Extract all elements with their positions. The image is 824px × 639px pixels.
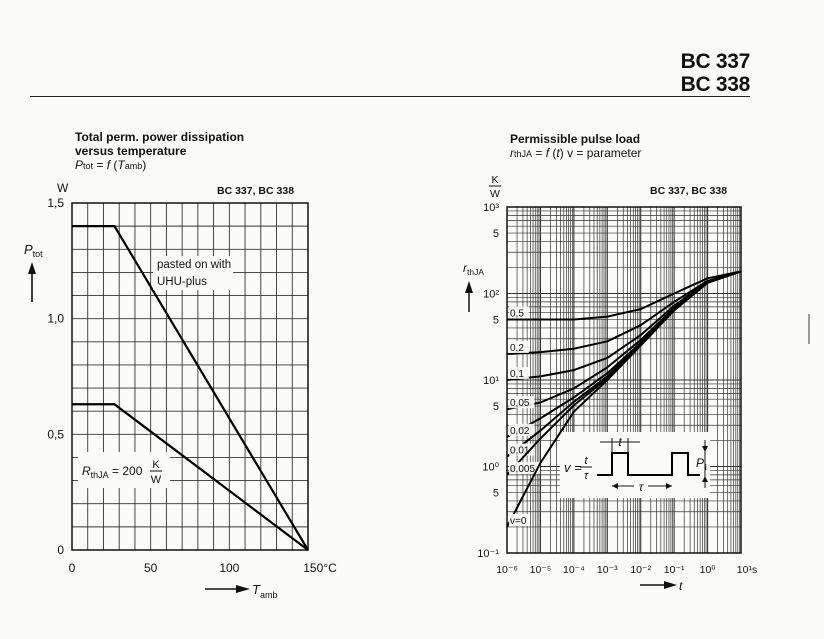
series-line-0 (72, 225, 309, 551)
left-chart-caption: Total perm. power dissipation versus tem… (75, 130, 244, 173)
document-header: BC 337 BC 338 (680, 50, 751, 96)
x-tick-label: 10⁻³ (597, 564, 618, 576)
x-tick-label: 50 (144, 561, 158, 575)
y-tick-label: 5 (493, 228, 499, 240)
series-label-bg (509, 461, 540, 474)
x-tick-label: 10¹s (737, 564, 757, 576)
inset-tau-label: τ (639, 480, 645, 494)
y-axis-label: Ptot (24, 242, 43, 259)
x-tick-label: 150°C (303, 561, 337, 575)
x-tick-label: 10⁻⁶ (496, 564, 518, 576)
y-unit-num: K (491, 174, 498, 186)
inset-p-label: P (696, 456, 704, 470)
inset-tau-bg (634, 480, 648, 492)
inset-frac-den: τ (584, 470, 589, 482)
y-tick-label: 10⁻¹ (477, 548, 499, 560)
left-chart-formula: Ptot = f (Tamb) (75, 158, 147, 172)
x-axis-label: t (679, 579, 683, 593)
plot-frame (71, 202, 309, 551)
right-chart-title: Permissible pulse load (510, 132, 641, 146)
series-line-7 (506, 270, 742, 528)
right-chart-formula: rthJA = f (t) v = parameter (510, 146, 642, 160)
y-unit-den: W (490, 188, 500, 200)
x-tick-label: 0 (69, 561, 76, 575)
annotation-uhu: UHU-plus (157, 276, 207, 288)
series-label: 0,02 (510, 426, 530, 437)
inset-formula-lhs: v = (564, 460, 582, 475)
series-label: 0,005 (510, 464, 535, 475)
y-tick-label: 0 (57, 543, 64, 557)
series-line-0 (507, 270, 742, 321)
series-line-1 (72, 403, 309, 551)
series-label-bg (509, 306, 529, 319)
annotation-pasted: pasted on with (157, 259, 231, 271)
y-tick-label: 5 (493, 315, 499, 327)
series-label-bg (509, 396, 535, 409)
x-tick-label: 10⁻² (630, 564, 651, 576)
series-label-bg (509, 423, 535, 436)
rth-annotation-bg (78, 452, 170, 488)
left-chart-subtitle: versus temperature (75, 144, 187, 158)
inset-p-arrow-bottom (702, 476, 708, 482)
series-label-bg (509, 340, 529, 353)
header-rule (30, 96, 750, 97)
annotation-bg (153, 256, 233, 290)
inset-pulse-waveform (597, 452, 700, 476)
series-label-bg (509, 513, 529, 526)
y-tick-label: 1,0 (47, 312, 64, 326)
y-axis-label: rthJA (463, 261, 484, 277)
y-tick-label: 10³ (483, 202, 499, 214)
x-axis-label: Tamb (252, 582, 277, 600)
x-tick-label: 100 (219, 561, 239, 575)
series-label-bg (509, 367, 529, 379)
left-chart-models: BC 337, BC 338 (217, 185, 295, 197)
inset-p-sub: i (705, 463, 707, 472)
right-chart-models: BC 337, BC 338 (650, 185, 728, 197)
inset-tau-arrow-left (612, 483, 618, 489)
y-tick-label: 1,5 (47, 196, 64, 210)
rth-unit-num: K (152, 459, 160, 471)
inset-tau-arrow-right (666, 483, 672, 489)
x-tick-label: 10⁰ (700, 564, 717, 576)
rth-unit-den: W (151, 474, 162, 486)
x-tick-label: 10⁻⁵ (530, 564, 552, 576)
y-tick-label: 5 (493, 401, 499, 413)
right-chart-caption: Permissible pulse load rthJA = f (t) v =… (510, 132, 641, 161)
x-axis-arrowhead (664, 581, 677, 589)
series-label: 0,01 (510, 446, 530, 457)
rth-annotation: RthJA = 200 (82, 464, 143, 480)
y-unit: W (57, 181, 69, 195)
inset-frac-num: t (584, 455, 588, 467)
inset-t-label: t (618, 435, 622, 449)
series-label: v=0 (510, 516, 527, 527)
y-axis-arrowhead (465, 281, 473, 293)
x-tick-label: 10⁻¹ (664, 564, 685, 576)
series-label: 0,5 (510, 309, 524, 320)
header-line-2: BC 338 (680, 73, 751, 96)
left-chart-title: Total perm. power dissipation (75, 130, 245, 144)
series-label: 0,05 (510, 398, 530, 409)
series-label: 0,2 (510, 343, 524, 354)
series-label: 0,1 (510, 369, 524, 380)
x-axis-arrowhead (236, 585, 250, 593)
page-edge-mark (808, 314, 810, 344)
y-tick-label: 10¹ (483, 375, 499, 387)
y-tick-label: 0,5 (47, 427, 64, 441)
inset-p-arrow-top (702, 446, 708, 452)
y-tick-label: 10² (483, 289, 499, 301)
y-axis-arrowhead (28, 262, 36, 274)
y-tick-label: 5 (493, 488, 499, 500)
x-tick-label: 10⁻⁴ (563, 564, 585, 576)
header-line-1: BC 337 (680, 50, 751, 73)
y-tick-label: 10⁰ (482, 462, 499, 474)
